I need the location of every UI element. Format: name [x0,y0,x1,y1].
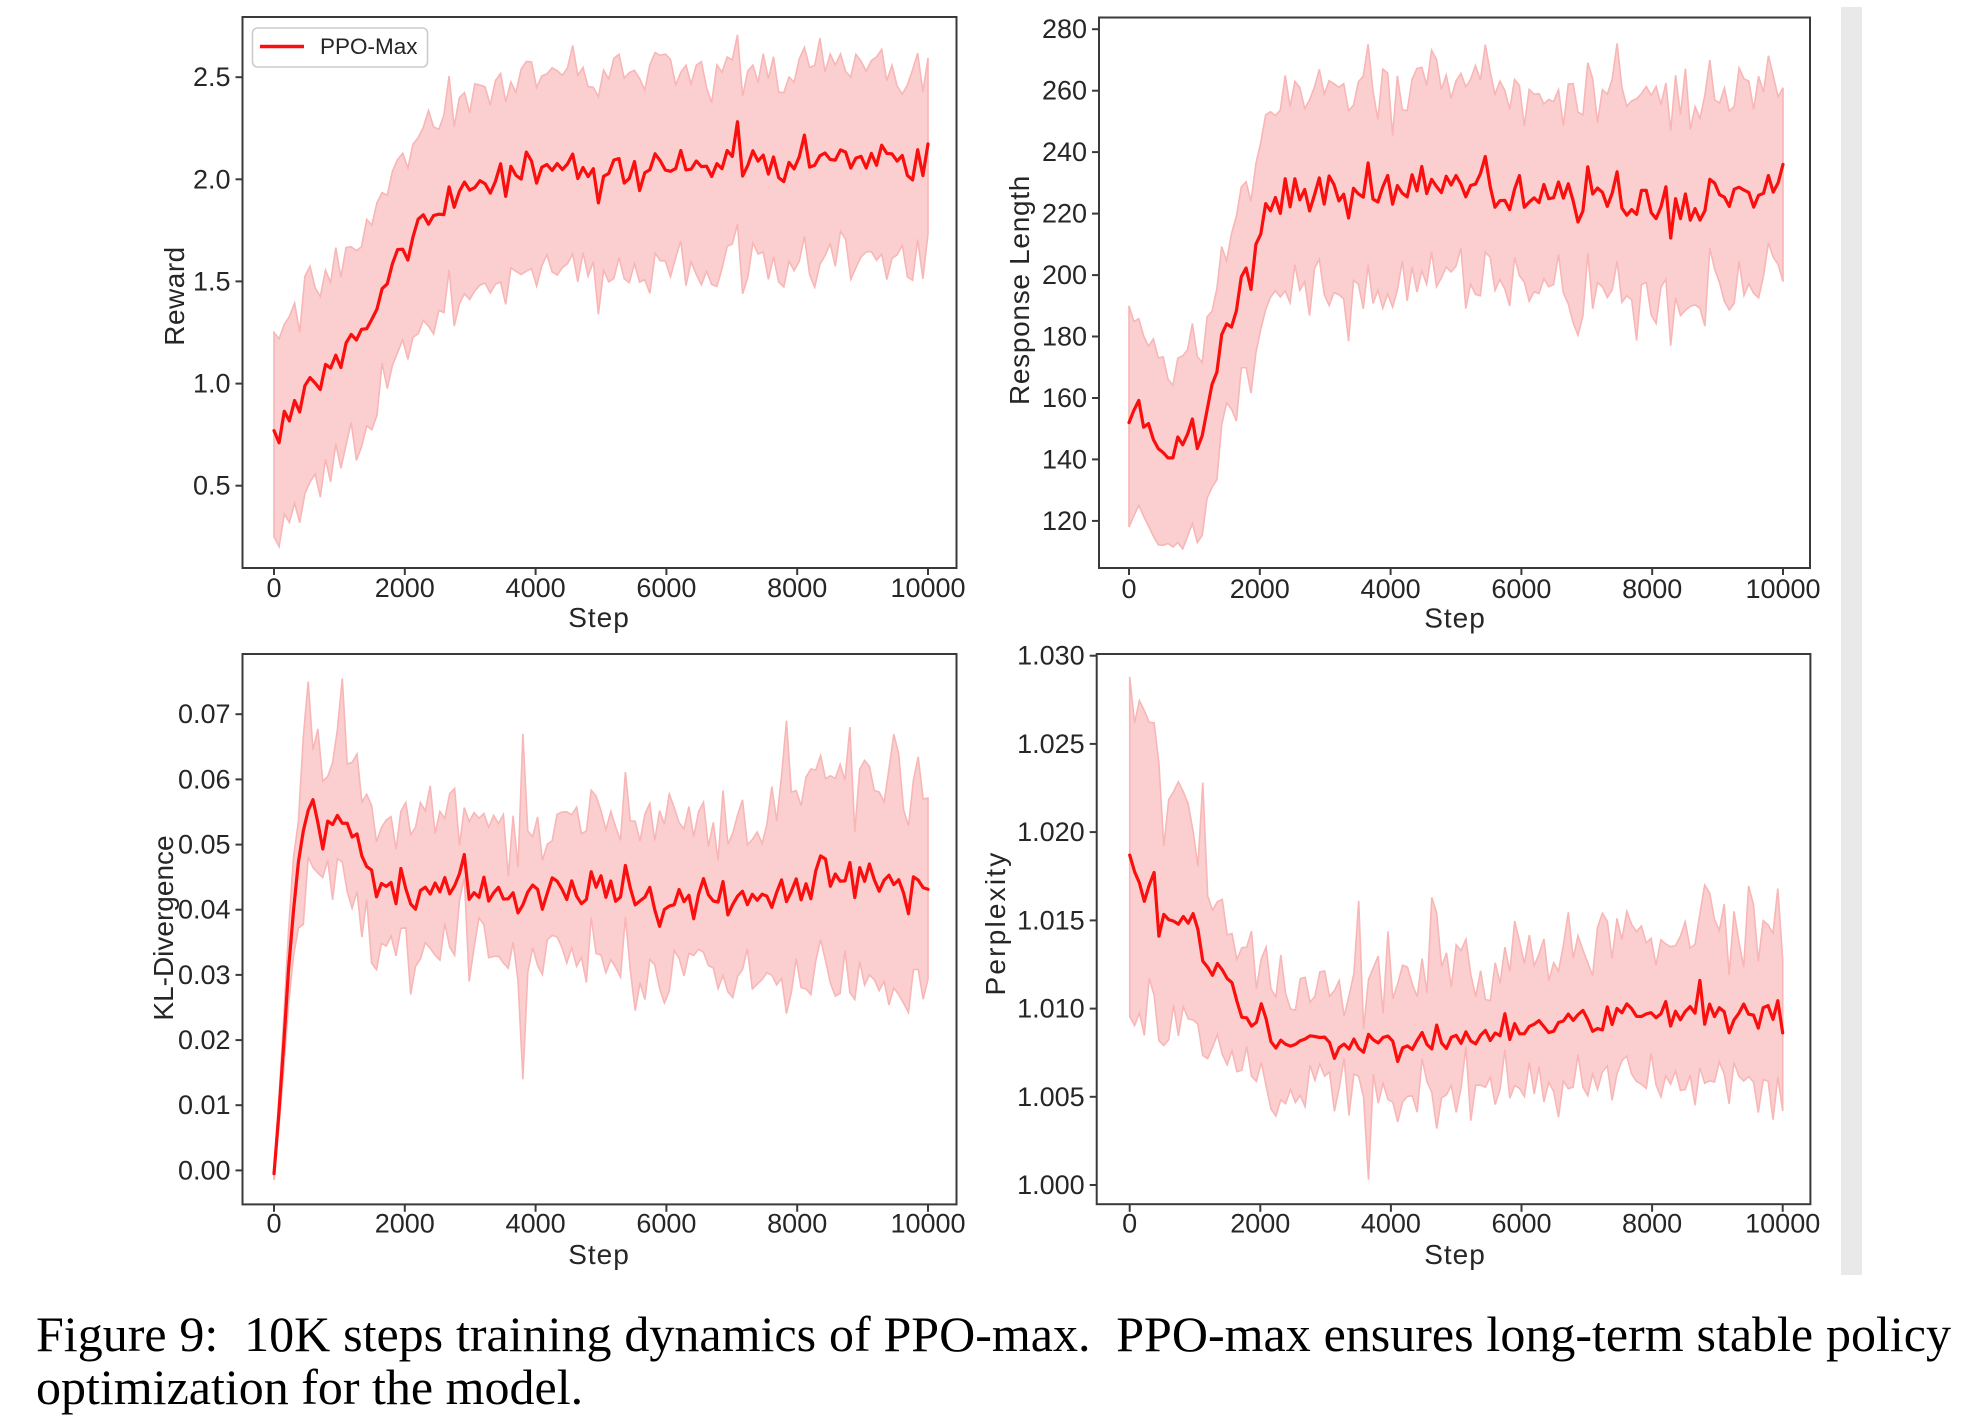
svg-text:220: 220 [1042,199,1087,229]
svg-text:Reward: Reward [159,246,190,345]
svg-text:2000: 2000 [375,573,435,603]
svg-text:140: 140 [1042,444,1087,474]
svg-text:8000: 8000 [1622,574,1682,604]
svg-text:1.030: 1.030 [1017,641,1085,671]
svg-text:10000: 10000 [1745,1209,1820,1239]
svg-text:1.0: 1.0 [193,369,231,399]
svg-text:0: 0 [1122,1209,1137,1239]
svg-text:160: 160 [1042,383,1087,413]
svg-text:2.0: 2.0 [193,164,231,194]
svg-text:8000: 8000 [767,1209,827,1239]
svg-text:PPO-Max: PPO-Max [320,34,418,59]
svg-text:0.02: 0.02 [178,1025,231,1055]
svg-text:8000: 8000 [1622,1209,1682,1239]
svg-text:1.025: 1.025 [1017,729,1085,759]
svg-text:280: 280 [1042,14,1087,44]
svg-text:6000: 6000 [1491,1209,1551,1239]
svg-text:6000: 6000 [636,573,696,603]
svg-text:180: 180 [1042,322,1087,352]
svg-text:2000: 2000 [1230,574,1290,604]
svg-text:8000: 8000 [767,573,827,603]
svg-text:1.5: 1.5 [193,266,231,296]
svg-text:0.03: 0.03 [178,960,231,990]
svg-text:10000: 10000 [1745,574,1820,604]
svg-text:6000: 6000 [636,1209,696,1239]
svg-text:2000: 2000 [375,1209,435,1239]
svg-text:260: 260 [1042,76,1087,106]
svg-text:Step: Step [1424,1239,1486,1270]
svg-text:Response Length: Response Length [1004,175,1035,405]
svg-text:2000: 2000 [1230,1209,1290,1239]
svg-text:4000: 4000 [506,573,566,603]
svg-text:1.000: 1.000 [1017,1170,1085,1200]
svg-text:240: 240 [1042,137,1087,167]
svg-text:0: 0 [266,1209,281,1239]
svg-text:1.020: 1.020 [1017,817,1085,847]
svg-text:Step: Step [568,602,630,633]
svg-text:1.005: 1.005 [1017,1082,1085,1112]
svg-text:Perplexity: Perplexity [980,851,1011,996]
svg-text:4000: 4000 [1361,1209,1421,1239]
svg-text:10000: 10000 [890,1209,965,1239]
svg-text:4000: 4000 [1361,574,1421,604]
svg-text:Step: Step [568,1239,630,1270]
svg-text:120: 120 [1042,506,1087,536]
svg-text:6000: 6000 [1491,574,1551,604]
svg-text:4000: 4000 [506,1209,566,1239]
svg-text:0.04: 0.04 [178,895,231,925]
svg-text:200: 200 [1042,260,1087,290]
svg-text:1.010: 1.010 [1017,994,1085,1024]
svg-text:0.00: 0.00 [178,1155,231,1185]
svg-text:0.05: 0.05 [178,830,231,860]
svg-text:0.07: 0.07 [178,699,231,729]
svg-text:KL-Divergence: KL-Divergence [148,835,179,1020]
svg-text:0.01: 0.01 [178,1090,231,1120]
svg-text:10000: 10000 [890,573,965,603]
svg-text:1.015: 1.015 [1017,905,1085,935]
svg-text:2.5: 2.5 [193,62,231,92]
svg-text:0: 0 [266,573,281,603]
svg-text:Step: Step [1424,603,1486,634]
svg-text:0.06: 0.06 [178,764,231,794]
svg-text:0: 0 [1121,574,1136,604]
svg-text:0.5: 0.5 [193,471,231,501]
